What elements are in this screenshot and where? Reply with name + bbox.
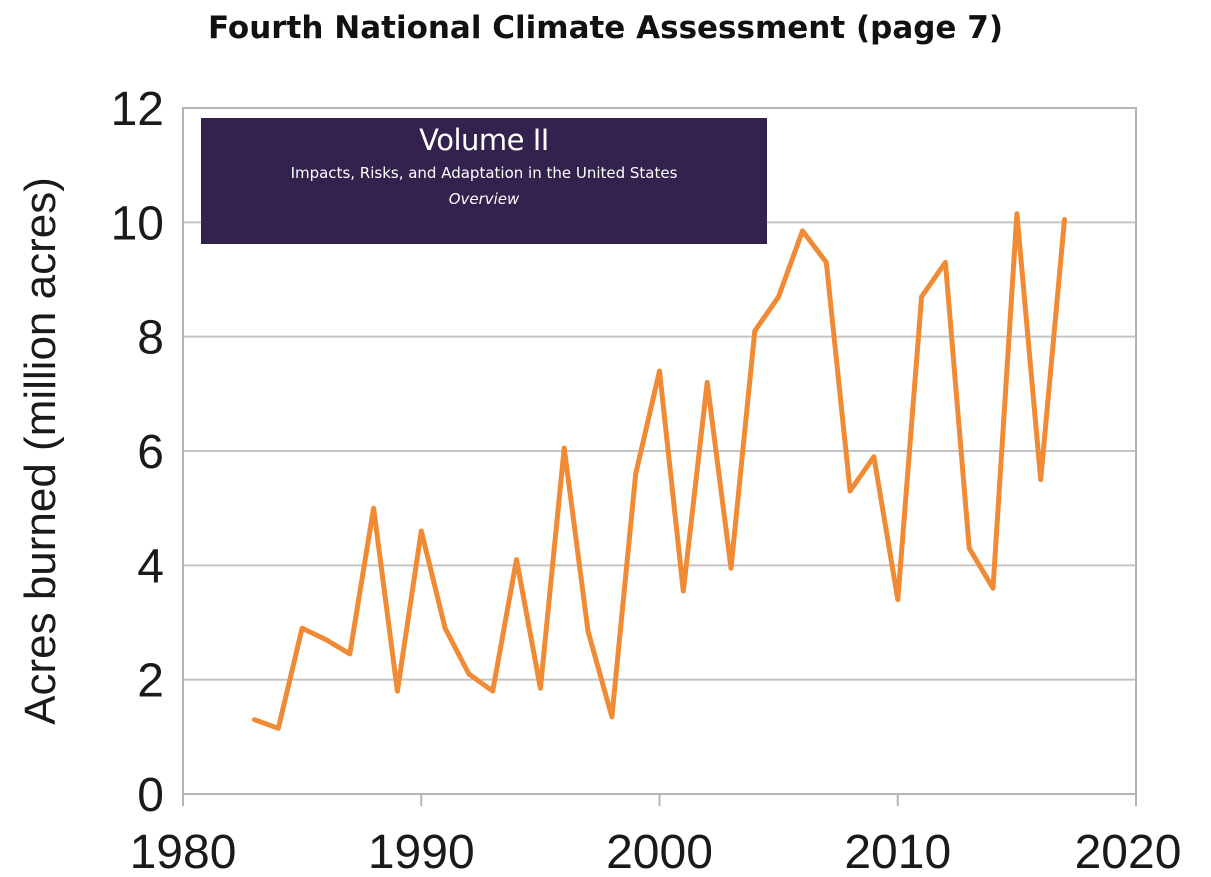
y-tick-label-5: 10 [111, 197, 164, 250]
x-tick-label-2: 2000 [606, 826, 713, 877]
banner-title: Volume II [419, 123, 549, 157]
x-axis-ticks: 1980 1990 2000 2010 2020 [130, 794, 1182, 877]
y-tick-label-3: 6 [137, 426, 164, 479]
page-title: Fourth National Climate Assessment (page… [208, 10, 1003, 46]
x-tick-label-0: 1980 [130, 826, 237, 877]
y-tick-label-6: 12 [111, 83, 164, 136]
x-tick-label-1: 1990 [368, 826, 475, 877]
y-tick-label-2: 4 [137, 540, 164, 593]
series-line [252, 211, 1067, 731]
y-tick-label-4: 8 [137, 312, 164, 365]
y-tick-label-0: 0 [137, 769, 164, 822]
volume-banner: Volume II Impacts, Risks, and Adaptation… [201, 118, 767, 244]
y-axis-ticks: 0 2 4 6 8 10 12 [111, 83, 164, 822]
banner-subtitle: Impacts, Risks, and Adaptation in the Un… [290, 164, 678, 182]
x-tick-label-3: 2010 [844, 826, 951, 877]
y-tick-label-1: 2 [137, 655, 164, 708]
x-tick-label-4: 2020 [1075, 826, 1182, 877]
banner-section: Overview [448, 190, 520, 208]
y-axis-label: Acres burned (million acres) [16, 177, 65, 725]
